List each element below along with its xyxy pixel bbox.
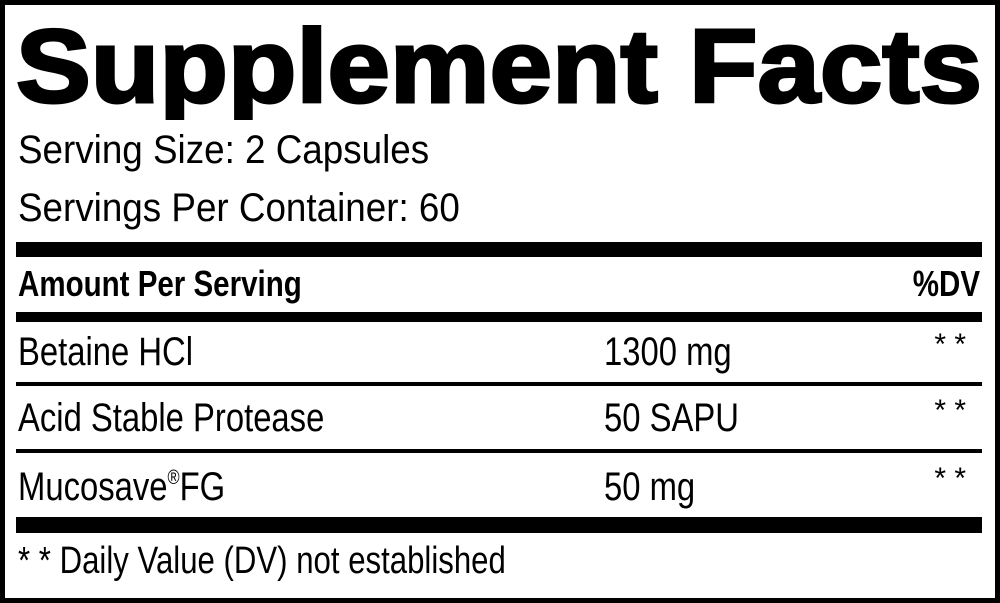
title-text: Supplement Facts: [16, 9, 982, 120]
serving-size: Serving Size: 2 Capsules: [18, 128, 430, 172]
row-dv: * *: [934, 462, 966, 495]
divider-thin: [16, 382, 982, 386]
row-name: Betaine HCl: [18, 330, 194, 374]
footnote: * * Daily Value (DV) not established: [18, 540, 506, 582]
row-dv: * *: [934, 328, 966, 361]
divider-thin: [16, 449, 982, 453]
header-dv: %DV: [912, 263, 980, 304]
row-amount: 50 SAPU: [604, 396, 739, 440]
row-amount: 1300 mg: [604, 330, 732, 374]
divider-medium: [16, 312, 982, 322]
servings-per-container: Servings Per Container: 60: [18, 186, 460, 230]
divider-thick: [16, 242, 982, 257]
registered-mark: ®: [167, 467, 180, 489]
header-amount-per-serving: Amount Per Serving: [18, 263, 302, 304]
row-name: Mucosave®FG: [18, 465, 226, 509]
divider-thick: [16, 517, 982, 533]
row-dv: * *: [934, 394, 966, 427]
row-name: Acid Stable Protease: [18, 396, 325, 440]
row-amount: 50 mg: [604, 465, 696, 509]
title: Supplement Facts: [15, 8, 984, 120]
